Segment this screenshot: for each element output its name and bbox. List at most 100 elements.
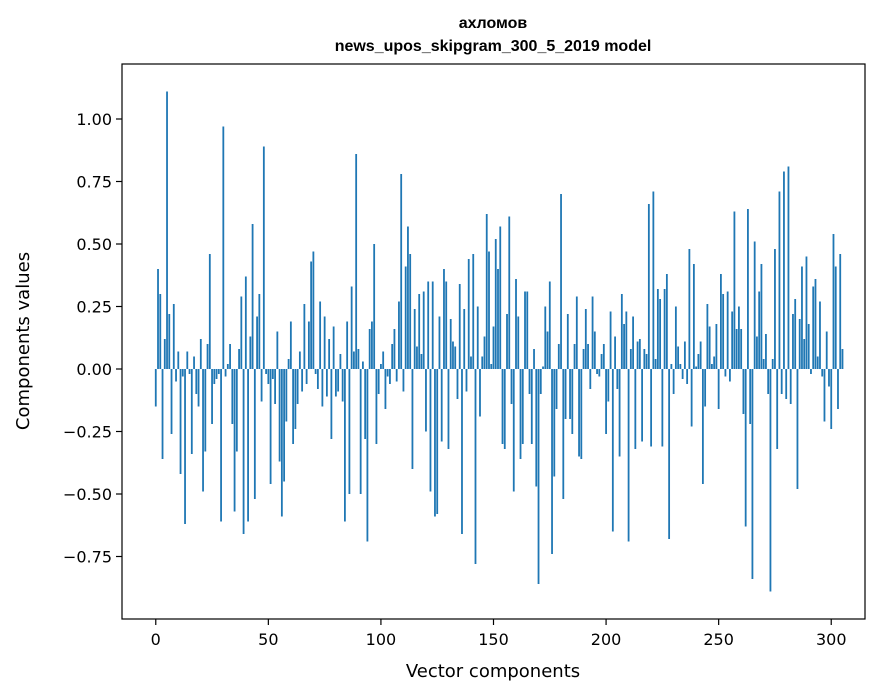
bar-component-198 <box>600 354 603 369</box>
y-tick-label: −0.75 <box>63 548 112 567</box>
bar-component-52 <box>271 369 274 379</box>
bar-component-280 <box>785 369 788 399</box>
bar-component-106 <box>393 329 396 369</box>
bar-component-90 <box>357 349 360 369</box>
bar-component-296 <box>821 369 824 377</box>
bar-component-260 <box>740 329 743 369</box>
bar-component-102 <box>384 369 387 409</box>
bar-component-303 <box>837 369 839 409</box>
bar-component-204 <box>614 336 616 369</box>
bar-component-144 <box>479 369 481 417</box>
bar-component-238 <box>690 369 693 427</box>
bar-component-207 <box>620 294 623 369</box>
bar-component-213 <box>634 369 637 449</box>
bar-component-128 <box>443 269 445 369</box>
bar-component-267 <box>756 336 758 369</box>
bar-component-112 <box>407 226 409 369</box>
bar-component-105 <box>391 344 394 369</box>
bar-component-152 <box>497 269 499 369</box>
bar-component-298 <box>825 331 828 369</box>
bar-component-257 <box>733 211 736 369</box>
bar-component-68 <box>307 321 310 369</box>
bar-component-223 <box>656 289 659 369</box>
bar-component-110 <box>402 369 405 392</box>
bar-component-210 <box>627 369 630 542</box>
bar-component-82 <box>339 354 342 369</box>
y-tick-label: −0.50 <box>63 485 112 504</box>
bar-component-121 <box>427 281 430 369</box>
bar-component-40 <box>244 276 247 369</box>
bar-component-188 <box>578 369 580 457</box>
bar-component-284 <box>794 299 797 369</box>
bar-component-236 <box>686 369 689 384</box>
bar-component-35 <box>233 369 236 512</box>
bar-component-191 <box>584 309 587 369</box>
bar-component-76 <box>325 369 328 397</box>
bar-component-253 <box>724 369 727 377</box>
y-tick-label: 0.25 <box>76 298 112 317</box>
bar-component-300 <box>830 369 833 429</box>
bar-component-88 <box>353 351 355 369</box>
bar-component-29 <box>220 369 222 522</box>
bar-component-129 <box>445 281 448 369</box>
bar-component-304 <box>839 254 842 369</box>
bar-component-111 <box>404 266 407 369</box>
bar-component-250 <box>717 369 720 409</box>
bar-component-240 <box>695 366 698 369</box>
bar-component-49 <box>265 369 267 374</box>
bar-component-83 <box>341 369 344 402</box>
bar-component-233 <box>679 364 682 369</box>
bar-component-182 <box>564 369 567 419</box>
bar-component-123 <box>431 281 434 369</box>
bar-component-200 <box>605 369 607 434</box>
y-tick-label: −0.25 <box>63 423 112 442</box>
bar-component-158 <box>510 369 513 404</box>
y-tick-label: 0.00 <box>76 360 112 379</box>
bar-component-224 <box>659 299 662 369</box>
bar-component-28 <box>217 369 220 374</box>
bar-component-202 <box>609 311 612 369</box>
bar-component-162 <box>519 369 522 459</box>
bar-component-277 <box>778 191 781 369</box>
bar-component-86 <box>348 369 351 494</box>
bar-component-22 <box>204 369 207 452</box>
bar-component-173 <box>544 306 547 369</box>
bar-component-184 <box>569 369 571 419</box>
x-tick-label: 100 <box>366 630 397 649</box>
bar-component-211 <box>629 349 632 369</box>
bar-component-239 <box>692 264 695 369</box>
bar-component-272 <box>767 369 770 394</box>
bar-component-254 <box>726 291 729 369</box>
bar-component-31 <box>224 369 227 377</box>
bar-component-262 <box>744 369 747 527</box>
bar-component-246 <box>708 326 711 369</box>
bar-component-235 <box>683 341 686 369</box>
bar-component-91 <box>359 369 362 494</box>
x-tick-label: 0 <box>151 630 161 649</box>
bar-component-47 <box>260 369 263 402</box>
y-tick-label: 0.50 <box>76 235 112 254</box>
bar-component-248 <box>713 356 716 369</box>
bar-component-258 <box>735 329 738 369</box>
bar-component-65 <box>301 369 304 392</box>
bar-component-178 <box>555 369 558 409</box>
bar-component-220 <box>650 369 653 447</box>
bar-component-221 <box>652 191 655 369</box>
bar-component-165 <box>526 291 529 369</box>
bar-component-166 <box>528 369 531 394</box>
bar-component-120 <box>425 369 427 432</box>
bar-component-136 <box>461 369 463 534</box>
bar-component-99 <box>377 369 380 394</box>
x-tick-label: 200 <box>591 630 622 649</box>
bar-component-287 <box>801 266 803 369</box>
bar-component-237 <box>688 249 691 369</box>
bar-component-12 <box>181 369 184 377</box>
bar-component-70 <box>312 251 315 369</box>
bar-component-78 <box>330 369 333 439</box>
bar-component-294 <box>816 356 819 369</box>
bar-component-20 <box>199 339 202 369</box>
bar-component-126 <box>438 316 441 369</box>
bar-component-295 <box>819 301 821 369</box>
bar-component-53 <box>274 369 276 404</box>
bar-component-9 <box>175 369 177 382</box>
